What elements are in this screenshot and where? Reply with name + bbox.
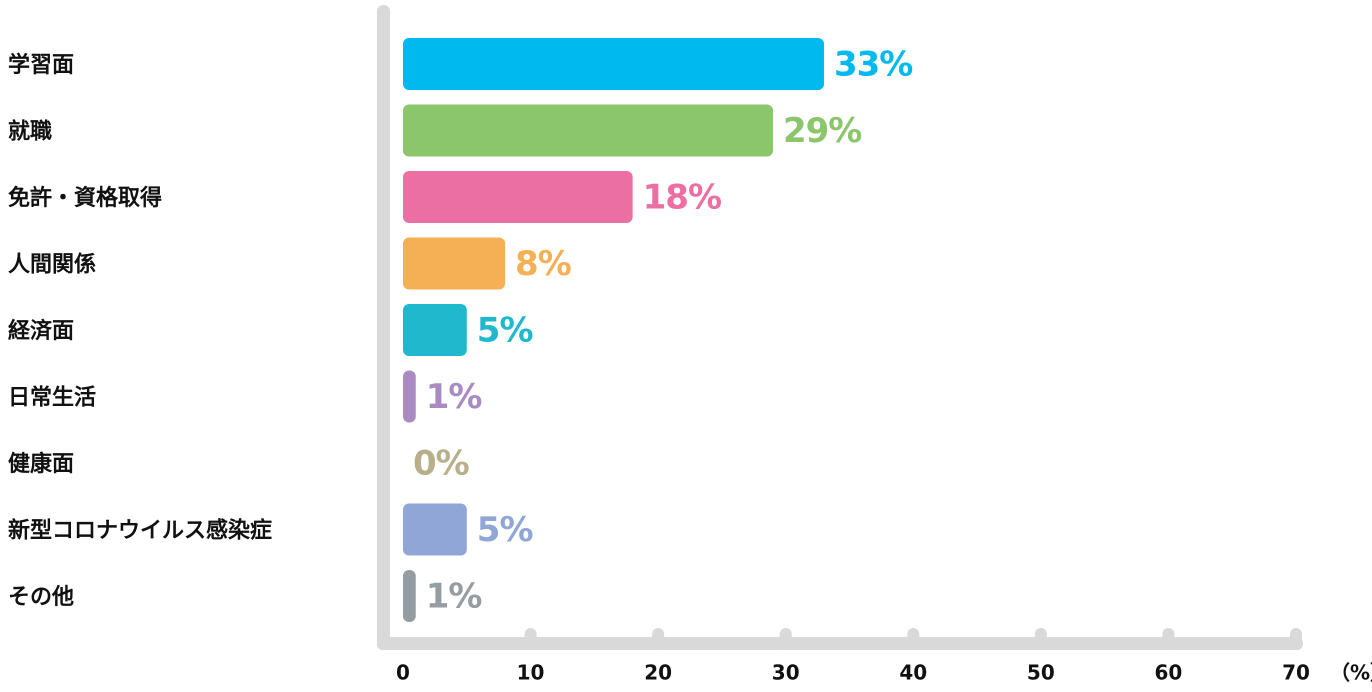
bar — [403, 370, 416, 423]
tick-mark — [1290, 628, 1302, 650]
x-tick-label: 10 — [517, 661, 545, 685]
category-label: その他 — [8, 585, 74, 610]
value-label: 0% — [413, 444, 469, 484]
bar — [403, 570, 416, 622]
value-label: 8% — [515, 244, 571, 284]
category-label: 新型コロナウイルス感染症 — [8, 518, 272, 544]
value-label: 5% — [477, 510, 533, 550]
bar — [403, 237, 506, 290]
x-tick-label: 20 — [644, 661, 672, 685]
tick-mark — [652, 628, 665, 650]
tick-mark — [779, 628, 792, 650]
y-axis — [377, 5, 390, 650]
category-label: 人間関係 — [8, 253, 96, 278]
value-label: 1% — [426, 377, 482, 417]
category-label: 経済面 — [8, 318, 74, 344]
bar — [403, 38, 824, 90]
category-label: 学習面 — [8, 52, 74, 78]
x-tick-label: 60 — [1155, 661, 1183, 685]
x-tick-label: 40 — [899, 661, 927, 685]
x-axis-unit: （%） — [1330, 661, 1372, 685]
category-label: 免許・資格取得 — [8, 185, 162, 211]
tick-mark — [1034, 628, 1047, 650]
value-label: 5% — [477, 311, 533, 351]
x-tick-label: 30 — [772, 661, 800, 685]
bar — [403, 503, 467, 556]
value-label: 29% — [783, 111, 861, 151]
x-tick-label: 70 — [1282, 661, 1310, 685]
value-label: 18% — [643, 178, 721, 218]
value-label: 1% — [426, 577, 482, 617]
tick-mark — [907, 628, 920, 650]
value-label: 33% — [834, 45, 912, 85]
bar — [403, 171, 633, 223]
x-tick-label: 50 — [1027, 661, 1055, 685]
category-label: 健康面 — [8, 451, 74, 477]
bar — [403, 304, 467, 356]
x-tick-label: 0 — [396, 661, 410, 685]
tick-mark — [1162, 628, 1175, 650]
bar — [403, 104, 773, 157]
tick-mark — [524, 628, 537, 650]
x-axis — [377, 637, 1303, 650]
category-label: 就職 — [8, 119, 52, 145]
category-label: 日常生活 — [8, 385, 96, 411]
